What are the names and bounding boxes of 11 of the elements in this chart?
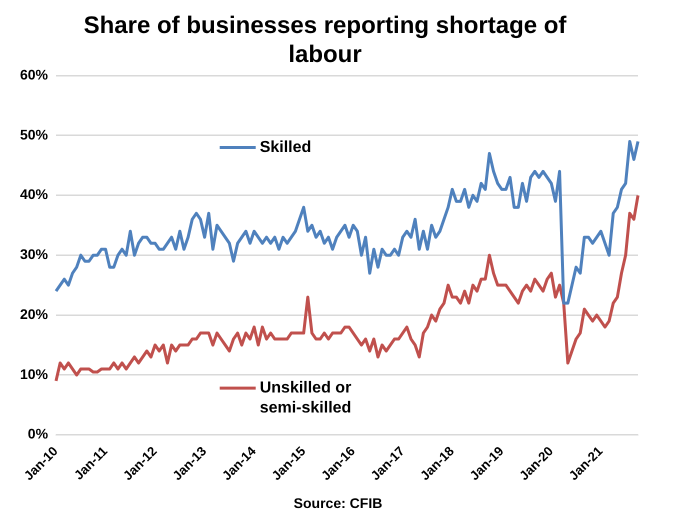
y-tick-label: 20% bbox=[20, 306, 49, 322]
y-tick-label: 40% bbox=[20, 186, 49, 202]
legend-label: Unskilled or semi-skilled bbox=[260, 380, 352, 417]
source-note: Source: CFIB bbox=[294, 494, 382, 511]
y-tick-label: 50% bbox=[20, 126, 49, 142]
y-tick-label: 30% bbox=[20, 246, 49, 262]
y-tick-label: 0% bbox=[28, 426, 49, 442]
chart-title: Share of businesses reporting shortage of labour bbox=[84, 12, 568, 68]
y-tick-label: 10% bbox=[20, 366, 49, 382]
legend-label: Skilled bbox=[260, 138, 312, 156]
y-tick-label: 60% bbox=[20, 66, 49, 82]
